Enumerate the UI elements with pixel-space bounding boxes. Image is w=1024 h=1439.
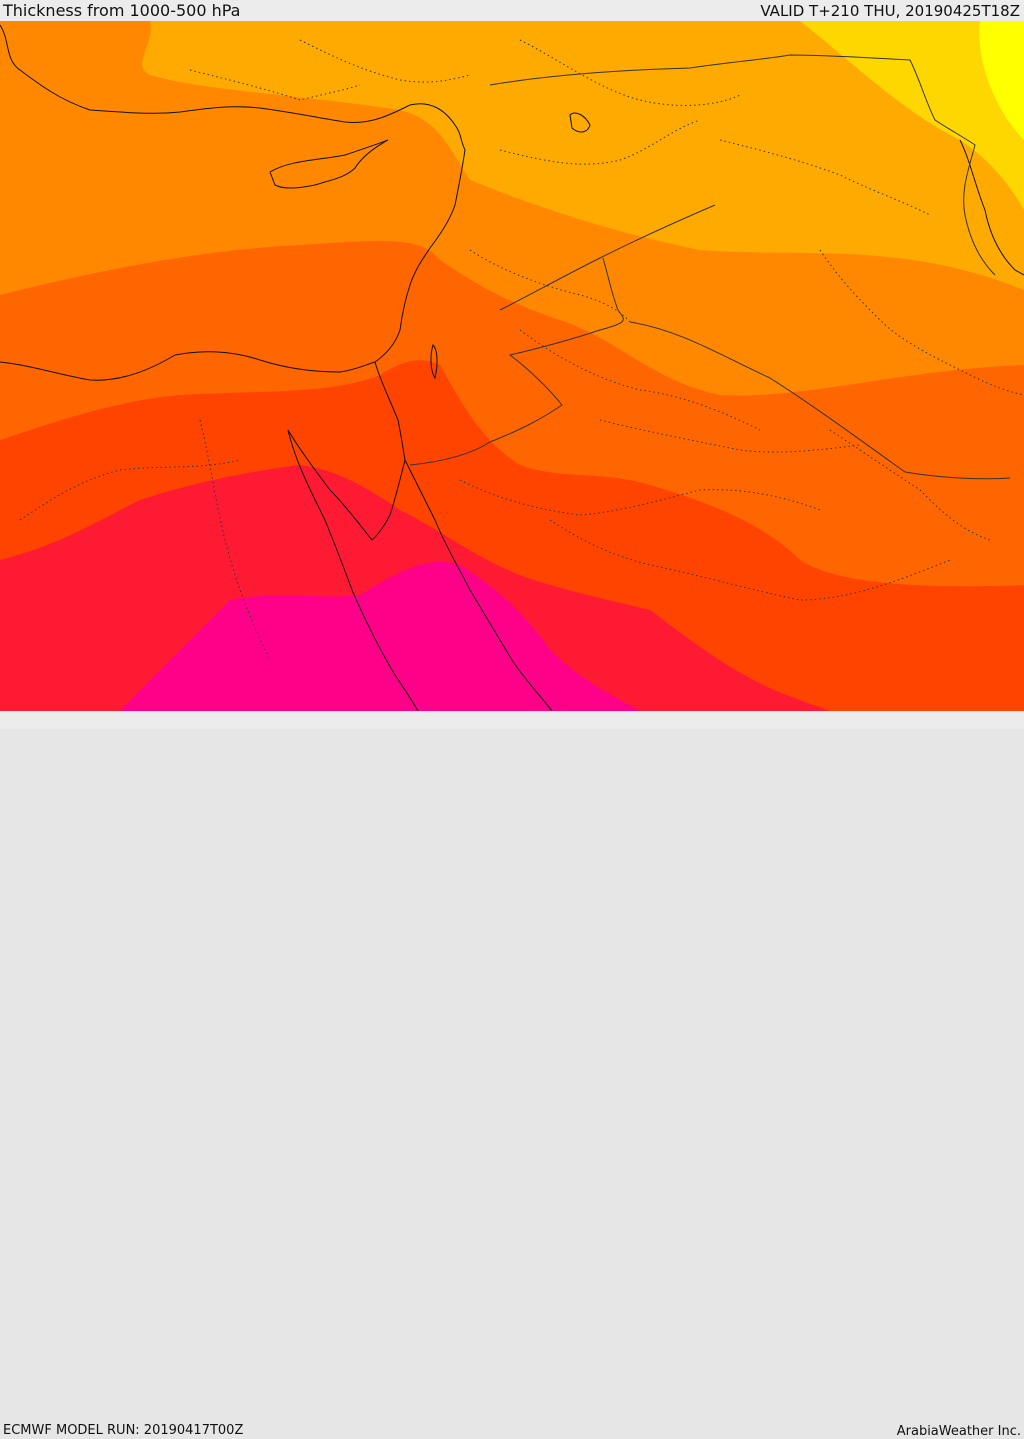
valid-time: VALID T+210 THU, 20190425T18Z [760,2,1020,20]
header-bar: Thickness from 1000-500 hPa VALID T+210 … [0,0,1024,21]
footer-bar: ECMWF MODEL RUN: 20190417T00Z ArabiaWeat… [0,711,1024,1439]
border-syria-iraq [489,54,996,276]
gulf-coastline [959,139,1024,276]
credit-label: ArabiaWeather Inc. [896,1424,1021,1439]
sinai-coastline [287,361,406,541]
lake-coastline [569,112,591,133]
red-sea-east-coast [404,459,553,711]
border-saudi-iraq [629,321,1011,480]
thickness-band-8 [120,561,640,711]
levant-coastline [374,149,466,363]
anatolia-coastline [0,24,466,151]
dead-sea-coastline [430,344,438,380]
red-sea-west-coast [287,429,419,711]
north-africa-coastline [0,351,376,381]
thickness-map[interactable] [0,21,1024,711]
border-jordan-saudi [409,257,624,466]
map-title: Thickness from 1000-500 hPa [3,1,241,20]
border-iraq-jordan [499,204,716,311]
province-boundaries [19,39,1024,661]
cyprus-coastline [269,139,389,189]
model-run-label: ECMWF MODEL RUN: 20190417T00Z [3,1423,244,1438]
